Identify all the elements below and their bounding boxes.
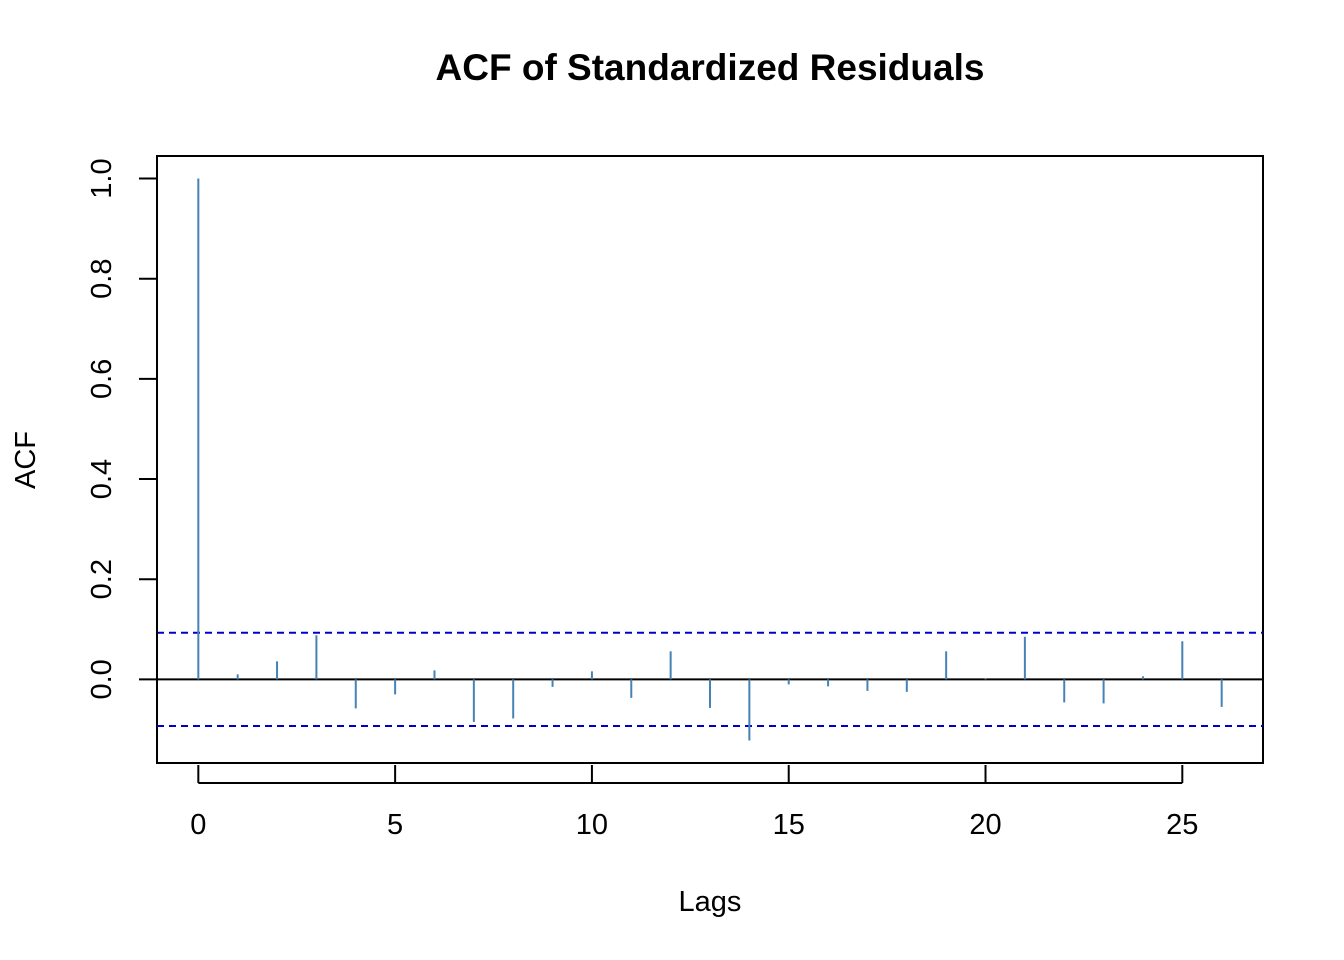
y-tick-label-1: 0.2 <box>86 559 118 599</box>
x-tick-label-25: 25 <box>1166 809 1198 841</box>
x-axis-label: Lags <box>679 886 742 918</box>
plot-area: 0 5 10 15 20 25 0.0 0.2 0.4 0.6 0.8 1.0 <box>86 155 1264 841</box>
plot-frame <box>156 155 1264 764</box>
y-tick-label-0: 0.0 <box>86 659 118 699</box>
y-tick-label-5: 1.0 <box>86 158 118 198</box>
chart-title: ACF of Standardized Residuals <box>436 47 985 88</box>
x-tick-label-0: 0 <box>190 809 206 841</box>
x-tick-label-15: 15 <box>773 809 805 841</box>
y-tick-label-3: 0.6 <box>86 359 118 399</box>
x-tick-label-20: 20 <box>969 809 1001 841</box>
y-axis-label: ACF <box>10 431 42 489</box>
y-tick-label-4: 0.8 <box>86 259 118 299</box>
x-tick-label-5: 5 <box>387 809 403 841</box>
x-tick-label-10: 10 <box>576 809 608 841</box>
y-tick-label-2: 0.4 <box>86 459 118 499</box>
